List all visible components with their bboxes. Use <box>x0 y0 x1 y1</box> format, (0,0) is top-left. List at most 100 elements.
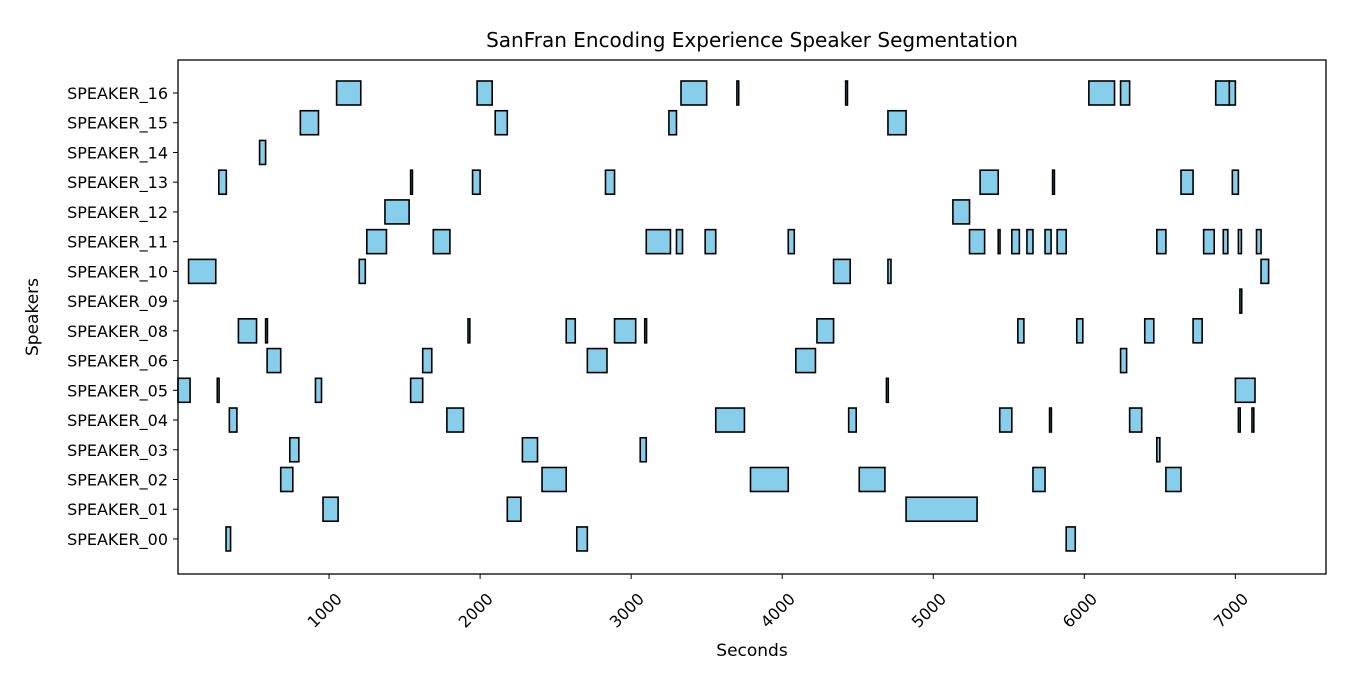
speaker-11-segment <box>1056 228 1067 255</box>
speaker-08-segment <box>613 318 637 344</box>
speaker-10-segment <box>832 258 851 285</box>
speaker-16-segment <box>1214 80 1231 106</box>
speaker-02-segment <box>541 466 568 493</box>
speaker-10-segment <box>358 258 367 285</box>
speaker-11-segment <box>787 228 796 255</box>
y-tick-label-speaker-01: SPEAKER_01 <box>67 500 168 520</box>
speaker-06-segment <box>421 347 433 374</box>
speaker-04-segment <box>998 407 1013 433</box>
speaker-08-segment <box>1143 318 1155 344</box>
speaker-15-segment <box>494 109 509 136</box>
speaker-12-segment <box>952 199 971 225</box>
y-axis: SPEAKER_00 SPEAKER_01 SPEAKER_02 SPEAKER_03… <box>67 84 178 550</box>
speaker-00-segment <box>225 526 232 552</box>
speaker-10-segment <box>1260 258 1270 285</box>
speaker-11-segment <box>1202 228 1216 255</box>
speaker-13-segment <box>1180 169 1194 195</box>
speaker-08-segment <box>1075 318 1084 344</box>
speaker-08-segment <box>1192 318 1203 344</box>
x-tick-label-6000: 6000 <box>1059 589 1101 631</box>
x-tick-label-2000: 2000 <box>455 589 497 631</box>
speaker-00-segment <box>575 526 589 552</box>
speaker-02-segment <box>1165 466 1182 493</box>
speaker-06-segment <box>795 347 817 374</box>
speaker-05-segment <box>177 377 191 404</box>
x-tick-label-4000: 4000 <box>757 589 799 631</box>
speaker-08-segment <box>643 318 648 344</box>
speaker-16-segment <box>335 80 362 106</box>
speaker-02-segment <box>858 466 886 493</box>
speaker-11-segment <box>704 228 717 255</box>
speaker-13-segment <box>471 169 481 195</box>
plot-frame <box>177 59 1327 575</box>
y-tick-label-speaker-15: SPEAKER_15 <box>67 114 168 134</box>
speaker-04-segment <box>714 407 746 433</box>
speaker-11-segment <box>1237 228 1243 255</box>
speaker-03-segment <box>288 436 300 463</box>
speaker-11-segment <box>432 228 451 255</box>
speaker-08-segment <box>1017 318 1025 344</box>
speaker-06-segment <box>266 347 282 374</box>
speaker-16-segment <box>476 80 493 106</box>
speaker-13-segment <box>1231 169 1240 195</box>
speaker-05-segment <box>885 377 890 404</box>
y-tick-label-speaker-00: SPEAKER_00 <box>67 530 168 550</box>
speaker-11-segment <box>1011 228 1021 255</box>
speaker-15-segment <box>887 109 907 136</box>
speaker-04-segment <box>1048 407 1053 433</box>
speaker-08-segment <box>264 318 269 344</box>
speaker-10-segment <box>887 258 892 285</box>
speaker-03-segment <box>1156 436 1161 463</box>
speaker-11-segment <box>968 228 986 255</box>
speaker-03-segment <box>521 436 539 463</box>
speaker-10-segment <box>187 258 217 285</box>
speaker-11-segment <box>1222 228 1229 255</box>
speaker-09-segment <box>1239 288 1243 314</box>
speaker-05-segment <box>216 377 220 404</box>
speaker-14-segment <box>258 139 267 166</box>
speaker-02-segment <box>279 466 294 493</box>
speaker-05-segment <box>314 377 323 404</box>
speaker-11-segment <box>1026 228 1034 255</box>
y-tick-label-speaker-03: SPEAKER_03 <box>67 441 168 461</box>
speaker-11-segment <box>366 228 388 255</box>
speaker-06-segment <box>586 347 608 374</box>
x-tick-label-5000: 5000 <box>908 589 950 631</box>
speaker-08-segment <box>816 318 835 344</box>
speaker-04-segment <box>847 407 858 433</box>
y-tick-label-speaker-04: SPEAKER_04 <box>67 411 168 431</box>
speaker-16-segment <box>680 80 708 106</box>
x-axis: 1000 2000 3000 4000 5000 6000 7000 <box>304 574 1252 632</box>
speaker-02-segment <box>749 466 790 493</box>
speaker-11-segment <box>645 228 672 255</box>
speaker-04-segment <box>1128 407 1143 433</box>
y-tick-label-speaker-14: SPEAKER_14 <box>67 143 168 163</box>
y-tick-label-speaker-12: SPEAKER_12 <box>67 203 168 223</box>
speaker-02-segment <box>1032 466 1046 493</box>
y-axis-label: Speakers <box>23 278 43 356</box>
speaker-01-segment <box>322 496 339 523</box>
speaker-13-segment <box>604 169 616 195</box>
speaker-01-segment <box>506 496 522 523</box>
y-tick-label-speaker-16: SPEAKER_16 <box>67 84 168 104</box>
speaker-11-segment <box>997 228 1001 255</box>
speaker-11-segment <box>1255 228 1262 255</box>
speaker-04-segment <box>1251 407 1255 433</box>
speaker-16-segment <box>844 80 849 106</box>
speaker-01-segment <box>905 496 978 523</box>
speaker-12-segment <box>384 199 410 225</box>
speaker-11-segment <box>1156 228 1167 255</box>
speaker-04-segment <box>1237 407 1242 433</box>
x-tick-label-3000: 3000 <box>606 589 648 631</box>
y-tick-label-speaker-13: SPEAKER_13 <box>67 173 168 193</box>
y-tick-label-speaker-09: SPEAKER_09 <box>67 292 168 312</box>
speaker-05-segment <box>1234 377 1256 404</box>
speaker-13-segment <box>1051 169 1056 195</box>
speaker-16-segment <box>1119 80 1131 106</box>
speaker-13-segment <box>979 169 1000 195</box>
speaker-04-segment <box>446 407 465 433</box>
y-tick-label-speaker-06: SPEAKER_06 <box>67 352 168 372</box>
speaker-16-segment <box>736 80 740 106</box>
